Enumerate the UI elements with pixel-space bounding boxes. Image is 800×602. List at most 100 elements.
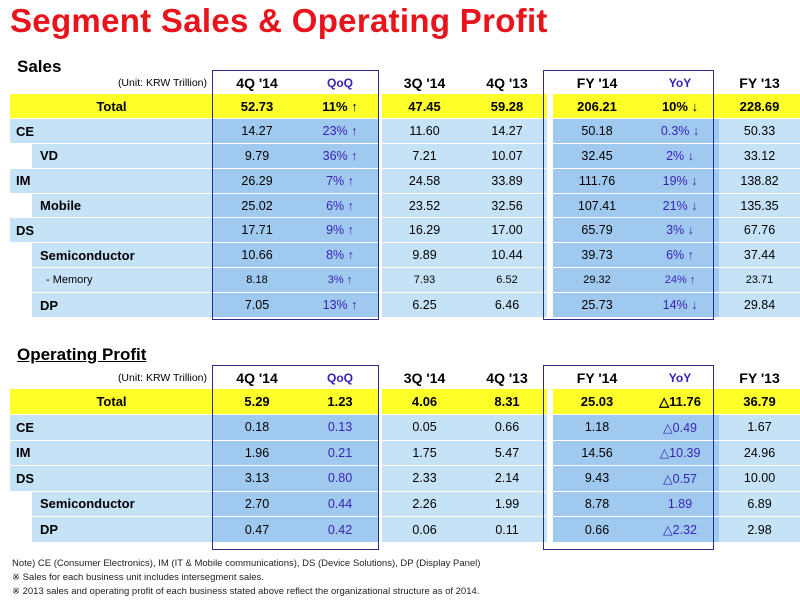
sales-heading: Sales — [17, 57, 62, 76]
column-gap — [547, 267, 554, 293]
table-cell: 228.69 — [719, 94, 800, 119]
table-cell: 0.06 — [382, 516, 468, 542]
column-gap — [547, 143, 554, 169]
table-cell: 10% ↓ — [641, 94, 720, 119]
unit-label: (Unit: KRW Trillion) — [10, 367, 214, 389]
column-header: FY '13 — [719, 72, 800, 94]
row-label: IM — [10, 167, 214, 194]
table-cell: 24.96 — [719, 439, 800, 466]
column-gap — [547, 118, 554, 144]
row-label: VD — [32, 143, 214, 169]
table-cell: 2.33 — [382, 465, 468, 491]
table-cell: 26.29 — [213, 167, 302, 194]
table-cell: 135.35 — [719, 192, 800, 218]
table-cell: 6.89 — [719, 490, 800, 517]
table-cell: 2% ↓ — [641, 143, 720, 169]
table-cell: 8.78 — [553, 490, 642, 517]
table-cell: 6% ↑ — [301, 192, 380, 218]
column-gap — [547, 72, 554, 94]
row-label: CE — [10, 414, 214, 440]
row-label: Total — [10, 94, 214, 119]
table-cell: 52.73 — [213, 94, 302, 119]
table-cell: 23.71 — [719, 267, 800, 293]
table-cell: 9.89 — [382, 242, 468, 268]
table-cell: 6.25 — [382, 291, 468, 318]
table-cell: 36.79 — [719, 389, 800, 415]
table-cell: 1.67 — [719, 414, 800, 440]
table-cell: 3% ↑ — [301, 267, 380, 293]
table-cell: △2.32 — [641, 516, 720, 542]
table-cell: 0.11 — [467, 516, 548, 542]
table-cell: 0.18 — [213, 414, 302, 440]
table-cell: 1.96 — [213, 439, 302, 466]
table-header-row: (Unit: KRW Trillion) 4Q '14 QoQ 3Q '14 4Q '1… — [10, 72, 800, 94]
column-gap — [379, 389, 383, 415]
table-cell: 7.05 — [213, 291, 302, 318]
table-row: DS 3.13 0.80 2.33 2.14 9.43 △0.57 10.00 — [10, 465, 800, 491]
row-indent — [10, 242, 32, 268]
column-header: 4Q '13 — [467, 367, 548, 389]
table-cell: 3% ↓ — [641, 217, 720, 243]
table-cell: 0.13 — [301, 414, 380, 440]
column-gap — [547, 439, 554, 466]
column-gap — [379, 414, 383, 440]
row-label: DP — [32, 516, 214, 542]
table-cell: 111.76 — [553, 167, 642, 194]
table-cell: 10.00 — [719, 465, 800, 491]
table-cell: 25.02 — [213, 192, 302, 218]
column-gap — [547, 516, 554, 542]
table-cell: 11.60 — [382, 118, 468, 144]
table-cell: 9% ↑ — [301, 217, 380, 243]
table-cell: 0.3% ↓ — [641, 118, 720, 144]
table-cell: 9.43 — [553, 465, 642, 491]
table-header-row: (Unit: KRW Trillion) 4Q '14 QoQ 3Q '14 4Q '1… — [10, 367, 800, 389]
row-label: Mobile — [32, 192, 214, 218]
column-gap — [379, 167, 383, 194]
table-row: IM 1.96 0.21 1.75 5.47 14.56 △10.39 24.96 — [10, 439, 800, 466]
column-header: 4Q '14 — [213, 367, 302, 389]
table-cell: 0.21 — [301, 439, 380, 466]
table-cell: 25.73 — [553, 291, 642, 318]
total-row: Total 5.29 1.23 4.06 8.31 25.03 △11.76 36.79 — [10, 389, 800, 415]
table-cell: 107.41 — [553, 192, 642, 218]
row-indent — [10, 516, 32, 542]
column-header: QoQ — [301, 367, 380, 389]
column-header: QoQ — [301, 72, 380, 94]
row-indent — [10, 291, 32, 318]
table-row: - Memory 8.18 3% ↑ 7.93 6.52 29.32 24% ↑ 23.71 — [10, 267, 800, 293]
table-cell: 138.82 — [719, 167, 800, 194]
table-cell: 47.45 — [382, 94, 468, 119]
table-cell: 10.44 — [467, 242, 548, 268]
column-gap — [379, 267, 383, 293]
column-gap — [379, 118, 383, 144]
row-label: CE — [10, 118, 214, 144]
column-header: FY '13 — [719, 367, 800, 389]
column-gap — [379, 439, 383, 466]
table-cell: 23.52 — [382, 192, 468, 218]
table-row: CE 14.27 23% ↑ 11.60 14.27 50.18 0.3% ↓ 50.33 — [10, 118, 800, 144]
table-cell: 0.42 — [301, 516, 380, 542]
table-cell: 10.66 — [213, 242, 302, 268]
row-label: Semiconductor — [32, 242, 214, 268]
column-gap — [379, 465, 383, 491]
table-cell: 29.84 — [719, 291, 800, 318]
column-gap — [379, 192, 383, 218]
table-row: Semiconductor 10.66 8% ↑ 9.89 10.44 39.73 6% ↑… — [10, 242, 800, 268]
column-header: YoY — [641, 367, 720, 389]
table-cell: 50.18 — [553, 118, 642, 144]
row-label: Semiconductor — [32, 490, 214, 517]
table-cell: 24.58 — [382, 167, 468, 194]
table-cell: 11% ↑ — [301, 94, 380, 119]
table-cell: 67.76 — [719, 217, 800, 243]
column-gap — [547, 167, 554, 194]
table-cell: △10.39 — [641, 439, 720, 466]
column-gap — [379, 242, 383, 268]
column-gap — [379, 516, 383, 542]
table-cell: 50.33 — [719, 118, 800, 144]
column-gap — [379, 490, 383, 517]
table-cell: 32.56 — [467, 192, 548, 218]
table-cell: 7% ↑ — [301, 167, 380, 194]
table-cell: 206.21 — [553, 94, 642, 119]
table-cell: 24% ↑ — [641, 267, 720, 293]
column-gap — [379, 143, 383, 169]
